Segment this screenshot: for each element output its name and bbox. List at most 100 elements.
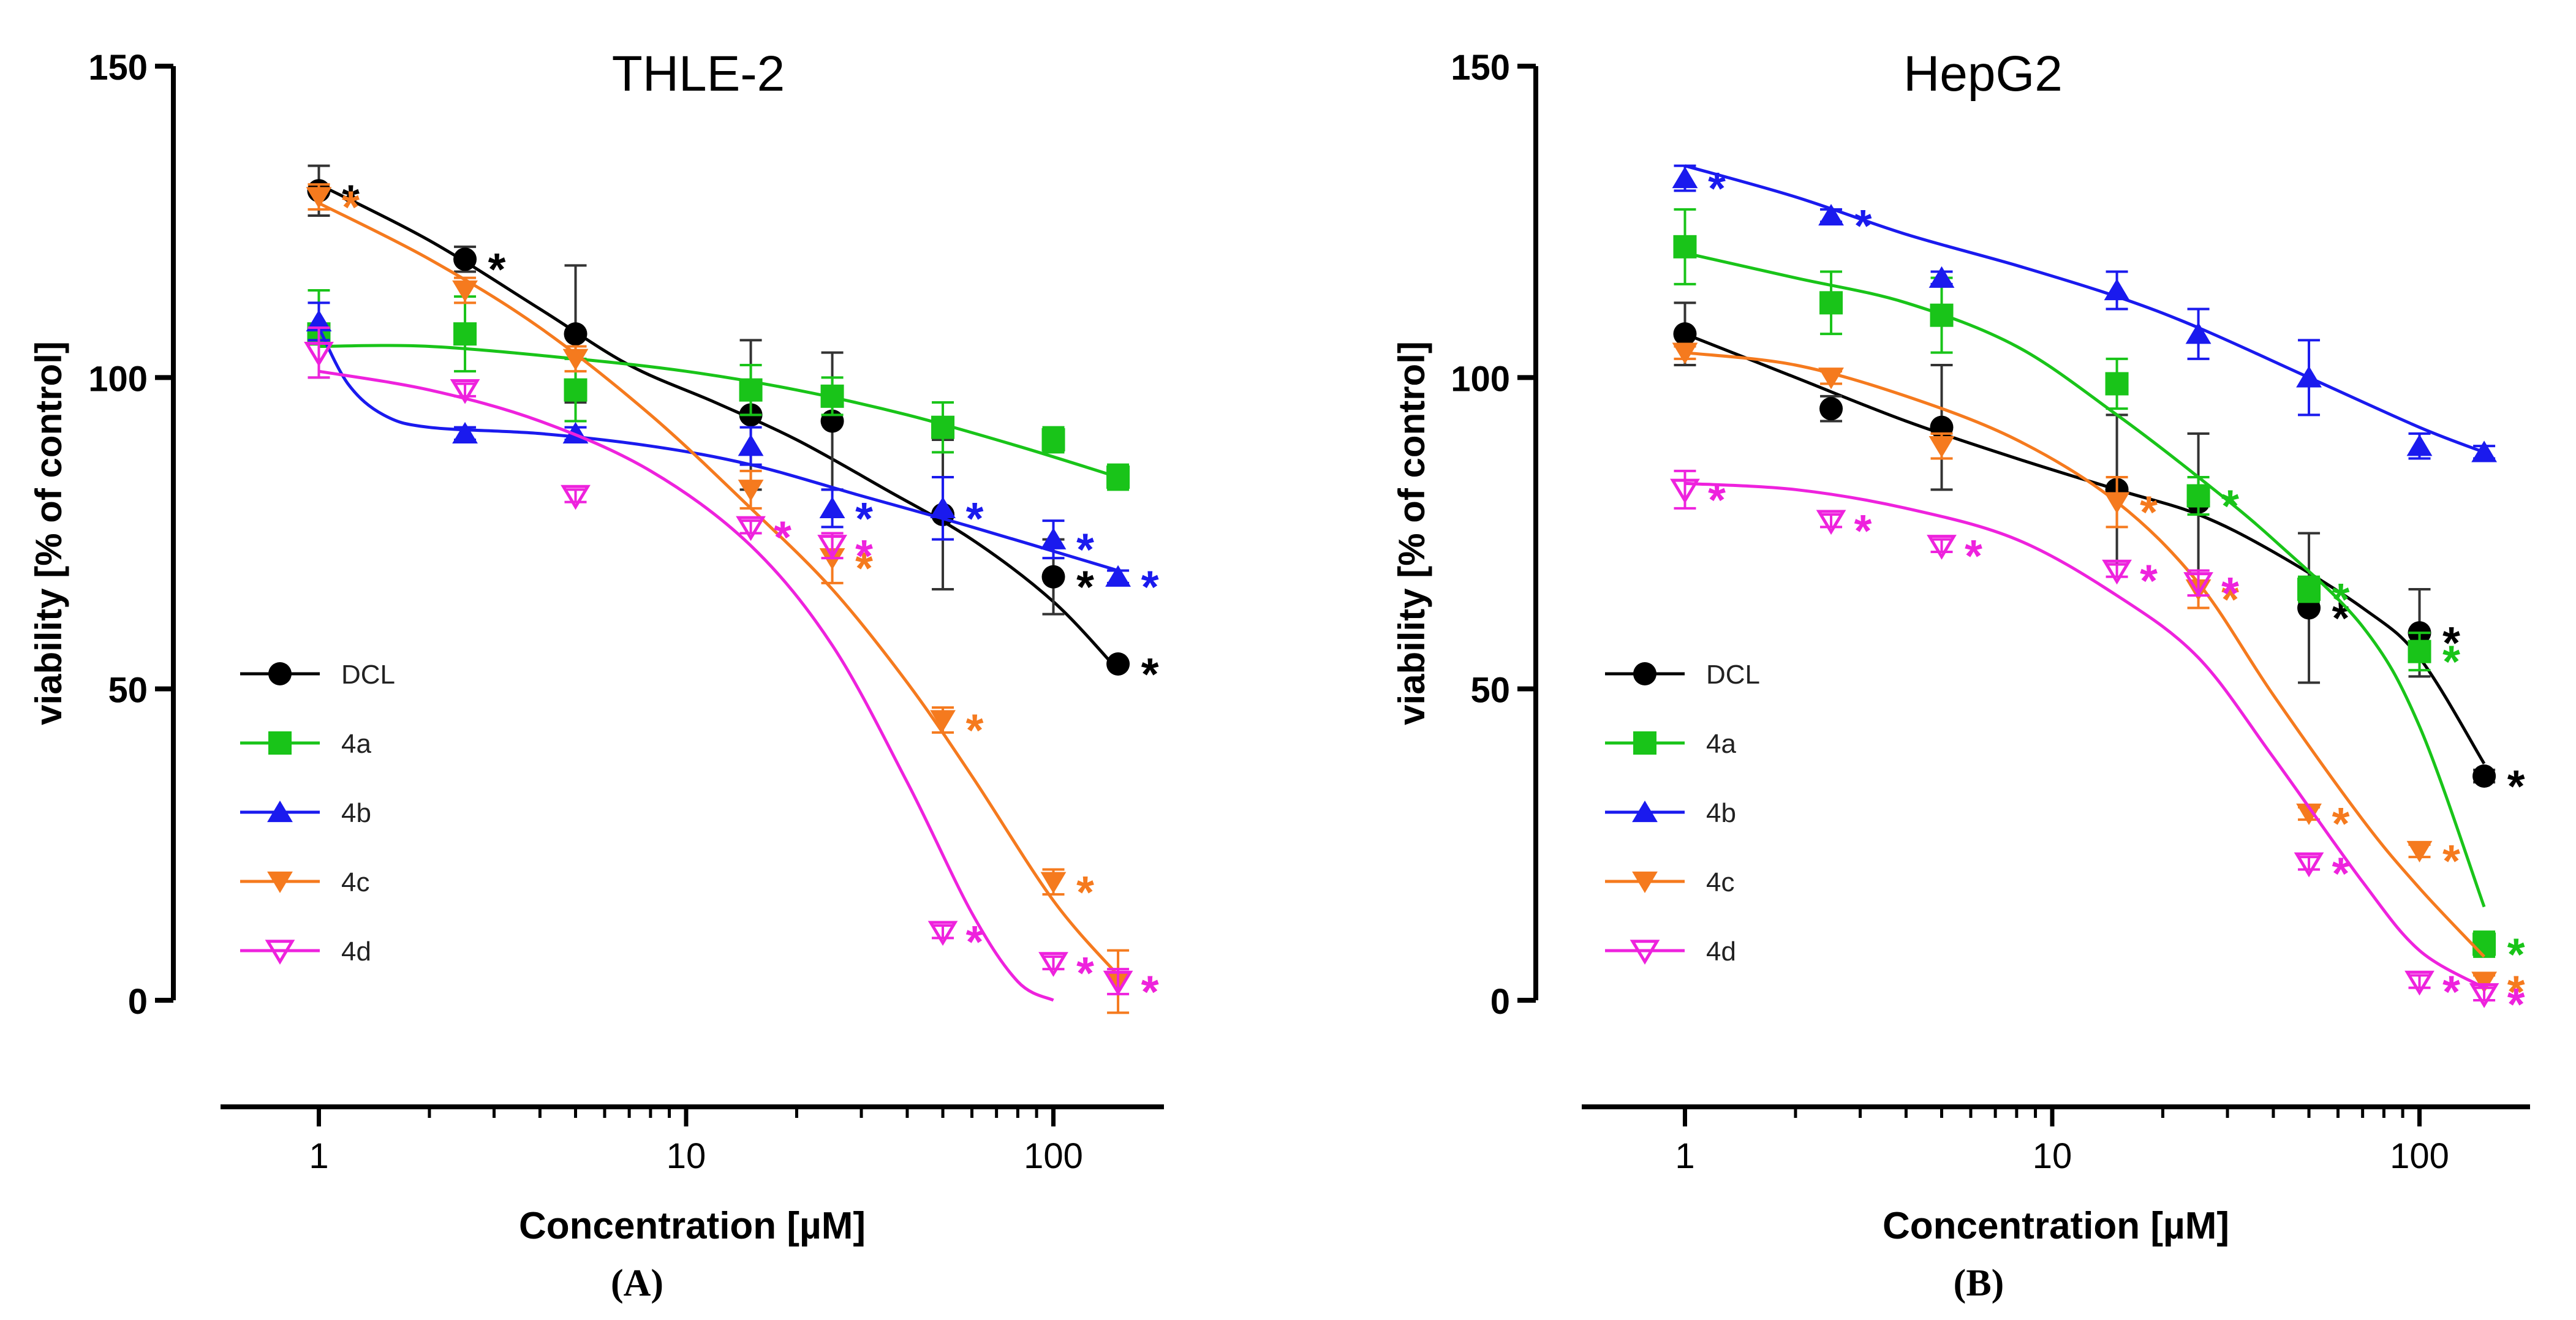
data-point-4c	[2296, 803, 2322, 825]
data-point-4c	[2104, 492, 2130, 514]
x-tick-label: 1	[309, 1136, 328, 1176]
fit-curve-DCL	[1684, 332, 2486, 765]
significance-asterisk: *	[1141, 562, 1159, 613]
data-point-4a	[1819, 291, 1843, 315]
legend-label: 4b	[1706, 798, 1736, 828]
fit-curve-4a	[319, 344, 1119, 479]
data-point-DCL	[564, 322, 587, 346]
data-point-4d	[1038, 952, 1068, 977]
x-tick-label: 10	[667, 1136, 706, 1176]
chart-panel-1: HepG2 0 50 100 150 viability [% of control] 1 1…	[1391, 46, 2530, 1247]
x-tick-label: 10	[2033, 1136, 2072, 1176]
significance-asterisk: *	[2140, 487, 2158, 538]
fit-curve-4c	[318, 202, 1119, 976]
data-point-4d	[450, 379, 480, 404]
significance-asterisk: *	[2140, 556, 2158, 606]
data-point-4b	[452, 421, 478, 443]
chart-title: HepG2	[1903, 46, 2063, 102]
legend-label: 4c	[341, 867, 369, 897]
significance-asterisk: *	[1076, 524, 1094, 575]
data-point-4c	[1040, 872, 1067, 894]
significance-asterisk: *	[2332, 574, 2350, 625]
data-point-4b	[306, 309, 332, 331]
significance-asterisk: *	[855, 493, 873, 544]
data-point-4c	[452, 280, 478, 302]
data-point-4d	[817, 535, 847, 560]
legend-label: 4a	[341, 729, 371, 759]
significance-asterisk: *	[2507, 929, 2525, 980]
series-4d: * *** *	[304, 326, 1159, 1017]
significance-asterisk: *	[2507, 761, 2525, 812]
significance-asterisk: *	[966, 916, 984, 967]
y-tick-label: 100	[88, 359, 148, 399]
data-point-4a	[2186, 484, 2210, 508]
chart-title: THLE-2	[612, 46, 785, 102]
data-point-4c	[1928, 436, 1955, 458]
data-point-4b	[1818, 204, 1844, 226]
y-axis-label: viability [% of control]	[1391, 341, 1432, 725]
fit-curve-4a	[1684, 251, 2486, 908]
legend-marker-4c	[1632, 871, 1658, 893]
significance-asterisk: *	[855, 530, 873, 581]
data-point-4d	[561, 485, 591, 510]
legend-label: 4b	[341, 798, 371, 828]
significance-asterisk: *	[2442, 617, 2460, 668]
significance-asterisk: *	[1076, 867, 1094, 918]
series-4b: * ***	[306, 301, 1159, 613]
data-point-DCL	[2472, 764, 2496, 788]
data-point-4d	[304, 341, 334, 367]
legend-label: 4a	[1706, 729, 1736, 759]
data-point-4b	[1672, 167, 1698, 189]
data-point-4b	[1105, 565, 1131, 587]
data-point-4a	[453, 322, 477, 346]
data-point-4d	[2404, 970, 2434, 996]
significance-asterisk: *	[1708, 163, 1726, 214]
series-4c: *****	[306, 182, 1159, 1017]
legend-marker-4d	[265, 940, 295, 965]
y-tick-label: 0	[1490, 982, 1510, 1022]
data-point-4c	[738, 480, 764, 502]
data-point-4a	[1041, 428, 1065, 451]
data-point-4d	[2102, 559, 2132, 585]
significance-asterisk: *	[2507, 967, 2525, 1017]
data-point-DCL	[453, 247, 477, 271]
data-point-4c	[2406, 840, 2433, 862]
data-point-4c	[2471, 971, 2497, 994]
significance-asterisk: *	[774, 511, 791, 562]
legend-label: DCL	[341, 660, 395, 690]
x-tick-label: 1	[1675, 1136, 1694, 1176]
legend-marker-4c	[267, 871, 293, 893]
x-axis-label: Concentration [µM]	[1883, 1205, 2229, 1247]
series-4a	[307, 289, 1130, 491]
significance-asterisk: *	[2442, 835, 2460, 886]
legend-marker-4a	[1633, 731, 1656, 755]
data-point-4a	[2105, 372, 2129, 396]
data-point-4c	[562, 349, 589, 371]
significance-asterisk: *	[966, 493, 984, 544]
series-DCL: ****	[307, 164, 1159, 700]
data-point-4a	[931, 415, 955, 439]
y-tick-label: 150	[88, 48, 148, 88]
data-point-4c	[1818, 368, 1844, 390]
data-point-4a	[1106, 466, 1130, 489]
significance-asterisk: *	[1708, 474, 1726, 525]
data-point-4d	[736, 516, 766, 541]
data-point-4a	[2297, 578, 2321, 601]
legend-marker-DCL	[268, 662, 292, 685]
data-point-4b	[930, 496, 956, 518]
legend-label: 4c	[1706, 867, 1734, 897]
legend: DCL 4a 4b 4c 4d	[1605, 660, 1760, 967]
significance-asterisk: *	[2221, 568, 2239, 619]
data-point-4d	[2183, 572, 2213, 597]
legend-marker-4b	[1632, 801, 1658, 823]
significance-asterisk: *	[1076, 562, 1094, 613]
data-point-DCL	[1041, 565, 1065, 589]
data-point-4a	[1930, 303, 1954, 327]
x-tick-label: 100	[1024, 1136, 1083, 1176]
legend-label: 4d	[1706, 937, 1736, 967]
significance-asterisk: *	[1076, 948, 1094, 998]
y-axis-label: viability [% of control]	[28, 341, 69, 725]
data-point-4a	[564, 378, 587, 402]
significance-asterisk: *	[2507, 979, 2525, 1030]
